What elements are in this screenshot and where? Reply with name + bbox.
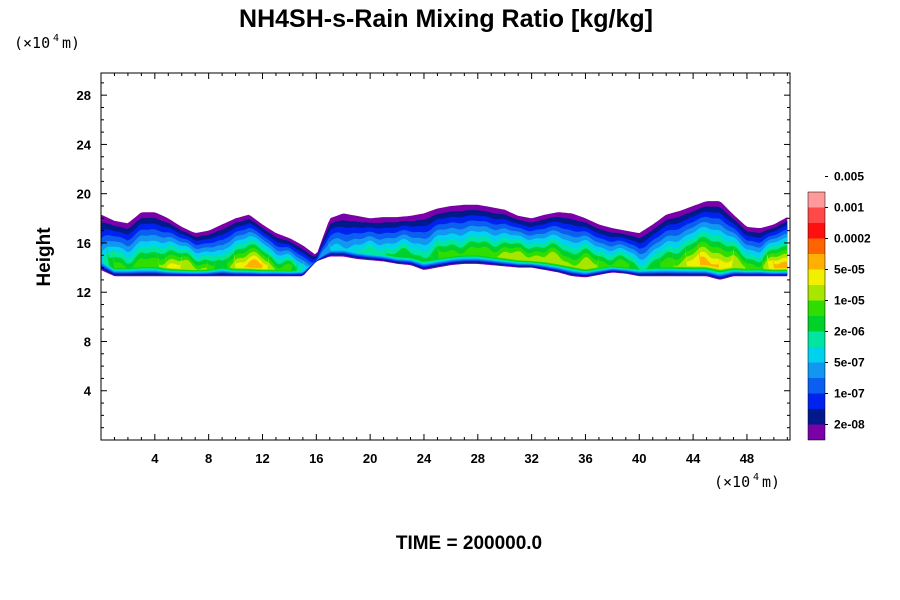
y-tick-label: 28 [77, 88, 91, 103]
colorbar-swatch [808, 254, 825, 270]
x-unit-prefix: (×10 [714, 473, 750, 491]
contour-band-8 [101, 235, 788, 272]
colorbar-swatch [808, 331, 825, 347]
x-tick-label: 40 [632, 451, 646, 466]
y-unit-prefix: (×10 [14, 34, 50, 52]
x-tick-label: 20 [363, 451, 377, 466]
colorbar-swatch [808, 269, 825, 285]
x-tick-label: 16 [309, 451, 323, 466]
colorbar-swatch [808, 316, 825, 332]
time-label: TIME = 200000.0 [396, 533, 542, 554]
x-unit-suffix: m) [762, 473, 780, 491]
colorbar-label: 5e-05 [834, 263, 865, 277]
colorbar-swatch [808, 207, 825, 223]
colorbar-label: 0.001 [834, 201, 864, 215]
colorbar: 2e-08 1e-07 5e-07 2e-06 1e-05 5e-05 0.0002 0.00… [807, 170, 871, 441]
colorbar-label: 0.0002 [834, 232, 871, 246]
colorbar-swatch [808, 238, 825, 254]
contour-band-11 [101, 234, 788, 269]
y-tick-label: 8 [84, 334, 91, 349]
colorbar-label: 2e-08 [834, 418, 865, 432]
y-tick-label: 12 [77, 285, 91, 300]
x-tick-label: 24 [417, 451, 432, 466]
x-tick-label: 12 [255, 451, 269, 466]
colorbar-label: 1e-05 [834, 294, 865, 308]
x-tick-label: 8 [205, 451, 212, 466]
x-tick-label: 32 [524, 451, 538, 466]
x-tick-label: 36 [578, 451, 592, 466]
x-axis-unit: (×10 4 m) [714, 472, 780, 491]
x-unit-exponent: 4 [753, 472, 759, 483]
colorbar-swatch [808, 378, 825, 394]
x-axis: 4 8 12 16 20 24 28 32 36 40 44 48 [100, 73, 788, 466]
colorbar-label: 5e-07 [834, 356, 865, 370]
y-axis: 4 8 12 16 20 24 28 [77, 82, 790, 429]
x-tick-label: 48 [740, 451, 754, 466]
colorbar-swatch [808, 362, 825, 378]
x-tick-label: 44 [686, 451, 701, 466]
colorbar-swatch [808, 223, 825, 239]
colorbar-swatch [808, 300, 825, 316]
colorbar-swatch [808, 347, 825, 363]
contour-field [101, 201, 788, 280]
x-tick-label: 4 [151, 451, 159, 466]
y-unit-exponent: 4 [53, 33, 59, 44]
colorbar-swatch [808, 285, 825, 301]
y-axis-label: Height [34, 227, 55, 287]
colorbar-swatch [808, 409, 825, 425]
colorbar-frame [807, 191, 826, 441]
y-tick-label: 16 [77, 236, 91, 251]
y-tick-label: 20 [77, 187, 91, 202]
colorbar-label: 1e-07 [834, 387, 865, 401]
y-axis-unit: (×10 4 m) [14, 33, 80, 52]
colorbar-swatch [808, 192, 825, 208]
colorbar-swatch [808, 393, 825, 409]
colorbar-label: 2e-06 [834, 325, 865, 339]
colorbar-label: 0.005 [834, 170, 864, 184]
plot-frame [100, 72, 791, 441]
y-tick-label: 4 [84, 384, 92, 399]
y-unit-suffix: m) [62, 34, 80, 52]
colorbar-swatch [808, 424, 825, 440]
x-tick-label: 28 [471, 451, 485, 466]
y-tick-label: 24 [77, 137, 92, 152]
chart-title: NH4SH-s-Rain Mixing Ratio [kg/kg] [239, 5, 653, 33]
